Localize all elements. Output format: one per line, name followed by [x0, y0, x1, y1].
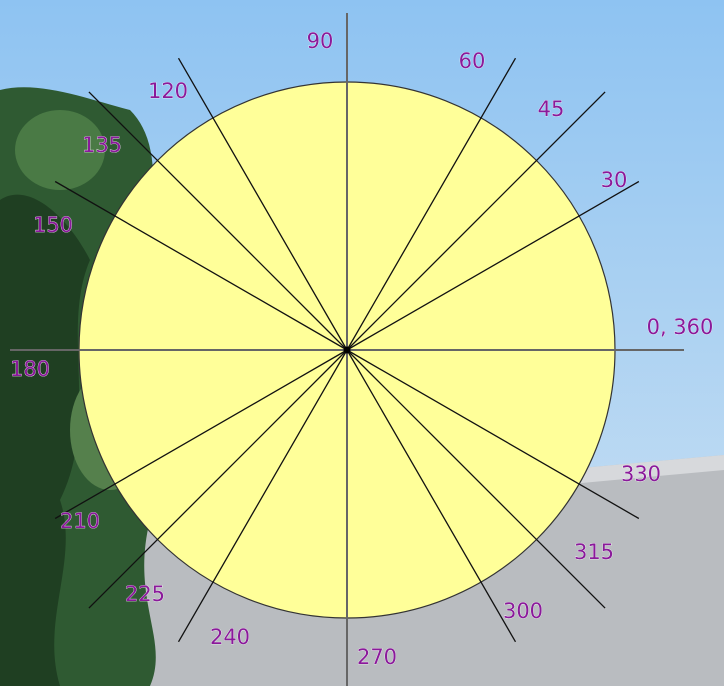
angle-label: 135: [82, 133, 122, 157]
angle-label: 0, 360: [647, 315, 714, 339]
angle-label: 45: [538, 97, 565, 121]
page: 0, 360 30 45 60 90 120 135 150 180 210 225 240 270 30…: [0, 0, 724, 686]
angle-label: 270: [357, 645, 397, 669]
angle-label: 225: [125, 582, 165, 606]
angle-label: 90: [307, 29, 334, 53]
center-point: [344, 347, 351, 354]
angle-label: 120: [148, 79, 188, 103]
angle-label: 315: [574, 540, 614, 564]
angle-label: 330: [621, 462, 661, 486]
angle-label: 180: [10, 357, 50, 381]
angle-label: 240: [210, 625, 250, 649]
angle-label: 150: [33, 213, 73, 237]
diagram: 0, 360 30 45 60 90 120 135 150 180 210 225 240 270 30…: [0, 0, 724, 686]
angle-label: 30: [601, 168, 628, 192]
angle-label: 210: [60, 509, 100, 533]
angle-label: 60: [459, 49, 486, 73]
angle-label: 300: [503, 599, 543, 623]
